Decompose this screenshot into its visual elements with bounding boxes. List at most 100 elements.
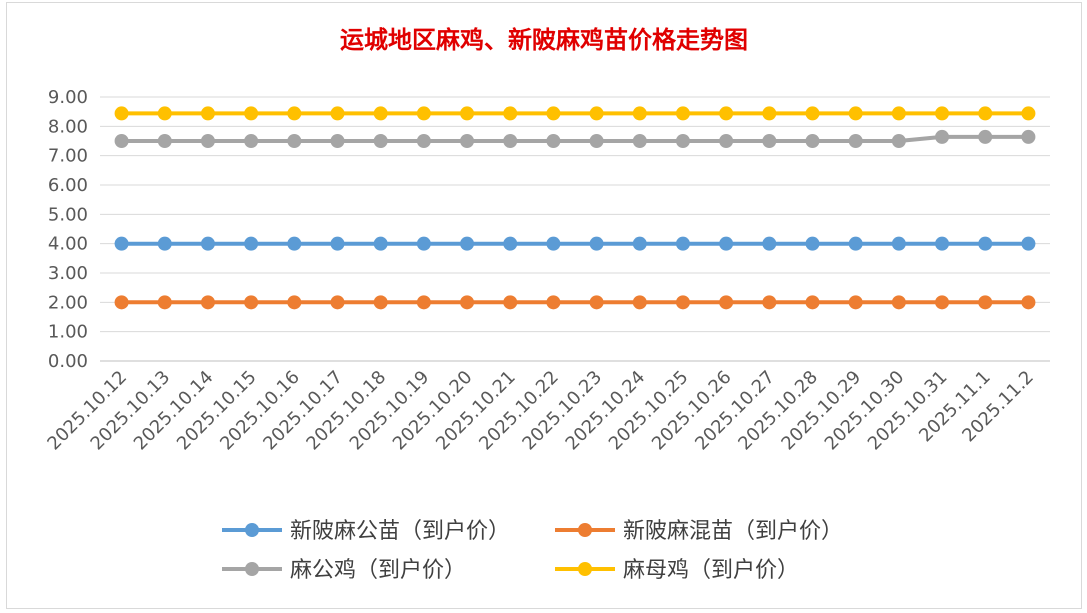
data-point <box>978 295 993 310</box>
data-point <box>805 134 820 148</box>
data-point <box>848 134 863 148</box>
data-point <box>719 134 734 148</box>
data-point <box>978 236 993 251</box>
data-point <box>460 134 475 148</box>
data-point <box>978 129 993 144</box>
data-point <box>719 295 734 310</box>
y-tick-label: 2.00 <box>48 292 88 313</box>
data-point <box>244 295 259 310</box>
data-point <box>287 236 302 251</box>
data-point <box>935 295 950 310</box>
series-0 <box>114 236 1036 251</box>
data-point <box>805 236 820 251</box>
data-point <box>244 236 259 251</box>
legend-swatch-marker <box>245 523 259 537</box>
data-point <box>200 134 215 148</box>
legend-label: 麻母鸡（到户价） <box>623 558 799 583</box>
x-axis-ticks: 2025.10.122025.10.132025.10.142025.10.15… <box>43 367 1038 455</box>
data-point <box>719 106 734 121</box>
y-tick-label: 8.00 <box>48 116 88 137</box>
data-point <box>157 134 172 148</box>
data-point <box>632 134 647 148</box>
data-point <box>287 295 302 310</box>
legend-item-1[interactable]: 新陂麻混苗（到户价） <box>555 519 843 544</box>
y-tick-label: 7.00 <box>48 146 88 167</box>
legend-item-3[interactable]: 麻母鸡（到户价） <box>555 558 799 583</box>
data-point <box>200 236 215 251</box>
data-point <box>589 295 604 310</box>
data-point <box>330 236 345 251</box>
data-point <box>1021 129 1036 144</box>
data-point <box>848 295 863 310</box>
data-point <box>416 295 431 310</box>
data-point <box>330 134 345 148</box>
data-point <box>762 295 777 310</box>
legend-item-2[interactable]: 麻公鸡（到户价） <box>222 558 466 583</box>
chart-title: 运城地区麻鸡、新陂麻鸡苗价格走势图 <box>340 26 748 54</box>
data-point <box>675 295 690 310</box>
data-point <box>1021 295 1036 310</box>
data-point <box>503 236 518 251</box>
data-point <box>1021 236 1036 251</box>
y-tick-label: 6.00 <box>48 175 88 196</box>
data-point <box>891 295 906 310</box>
data-point <box>503 134 518 148</box>
data-point <box>805 106 820 121</box>
data-point <box>978 106 993 121</box>
series-1 <box>114 295 1036 310</box>
data-point <box>503 295 518 310</box>
data-point <box>416 106 431 121</box>
legend-label: 麻公鸡（到户价） <box>290 558 466 583</box>
y-tick-label: 1.00 <box>48 322 88 343</box>
y-tick-label: 5.00 <box>48 204 88 225</box>
data-point <box>632 295 647 310</box>
data-point <box>244 106 259 121</box>
data-point <box>373 134 388 148</box>
data-point <box>632 106 647 121</box>
data-point <box>200 295 215 310</box>
data-point <box>460 106 475 121</box>
data-point <box>157 236 172 251</box>
grid-lines <box>100 96 1050 362</box>
data-point <box>330 295 345 310</box>
legend-swatch-marker <box>578 562 592 576</box>
y-tick-label: 4.00 <box>48 234 88 255</box>
series-3 <box>114 106 1036 121</box>
data-point <box>891 236 906 251</box>
data-point <box>935 106 950 121</box>
data-point <box>157 106 172 121</box>
data-point <box>805 295 820 310</box>
data-point <box>762 236 777 251</box>
legend-label: 新陂麻混苗（到户价） <box>623 519 843 544</box>
data-point <box>287 106 302 121</box>
data-point <box>287 134 302 148</box>
series-2 <box>114 129 1036 148</box>
data-point <box>546 106 561 121</box>
y-tick-label: 9.00 <box>48 87 88 108</box>
data-point <box>114 295 129 310</box>
data-point <box>762 134 777 148</box>
y-axis-ticks: 0.00 1.00 2.00 3.00 4.00 5.00 6.00 7.00 8.00 9.00 <box>48 87 88 372</box>
data-point <box>891 106 906 121</box>
data-point <box>416 236 431 251</box>
data-point <box>589 106 604 121</box>
data-point <box>675 134 690 148</box>
data-point <box>114 134 129 148</box>
data-point <box>460 236 475 251</box>
data-point <box>891 134 906 148</box>
data-point <box>373 106 388 121</box>
data-point <box>589 236 604 251</box>
series-lines <box>114 106 1036 310</box>
legend-swatch-marker <box>245 562 259 576</box>
data-point <box>848 236 863 251</box>
y-tick-label: 0.00 <box>48 351 88 372</box>
legend-item-0[interactable]: 新陂麻公苗（到户价） <box>222 519 510 544</box>
legend-swatch-marker <box>578 523 592 537</box>
data-point <box>416 134 431 148</box>
data-point <box>1021 106 1036 121</box>
data-point <box>373 295 388 310</box>
data-point <box>675 106 690 121</box>
y-tick-label: 3.00 <box>48 263 88 284</box>
data-point <box>244 134 259 148</box>
